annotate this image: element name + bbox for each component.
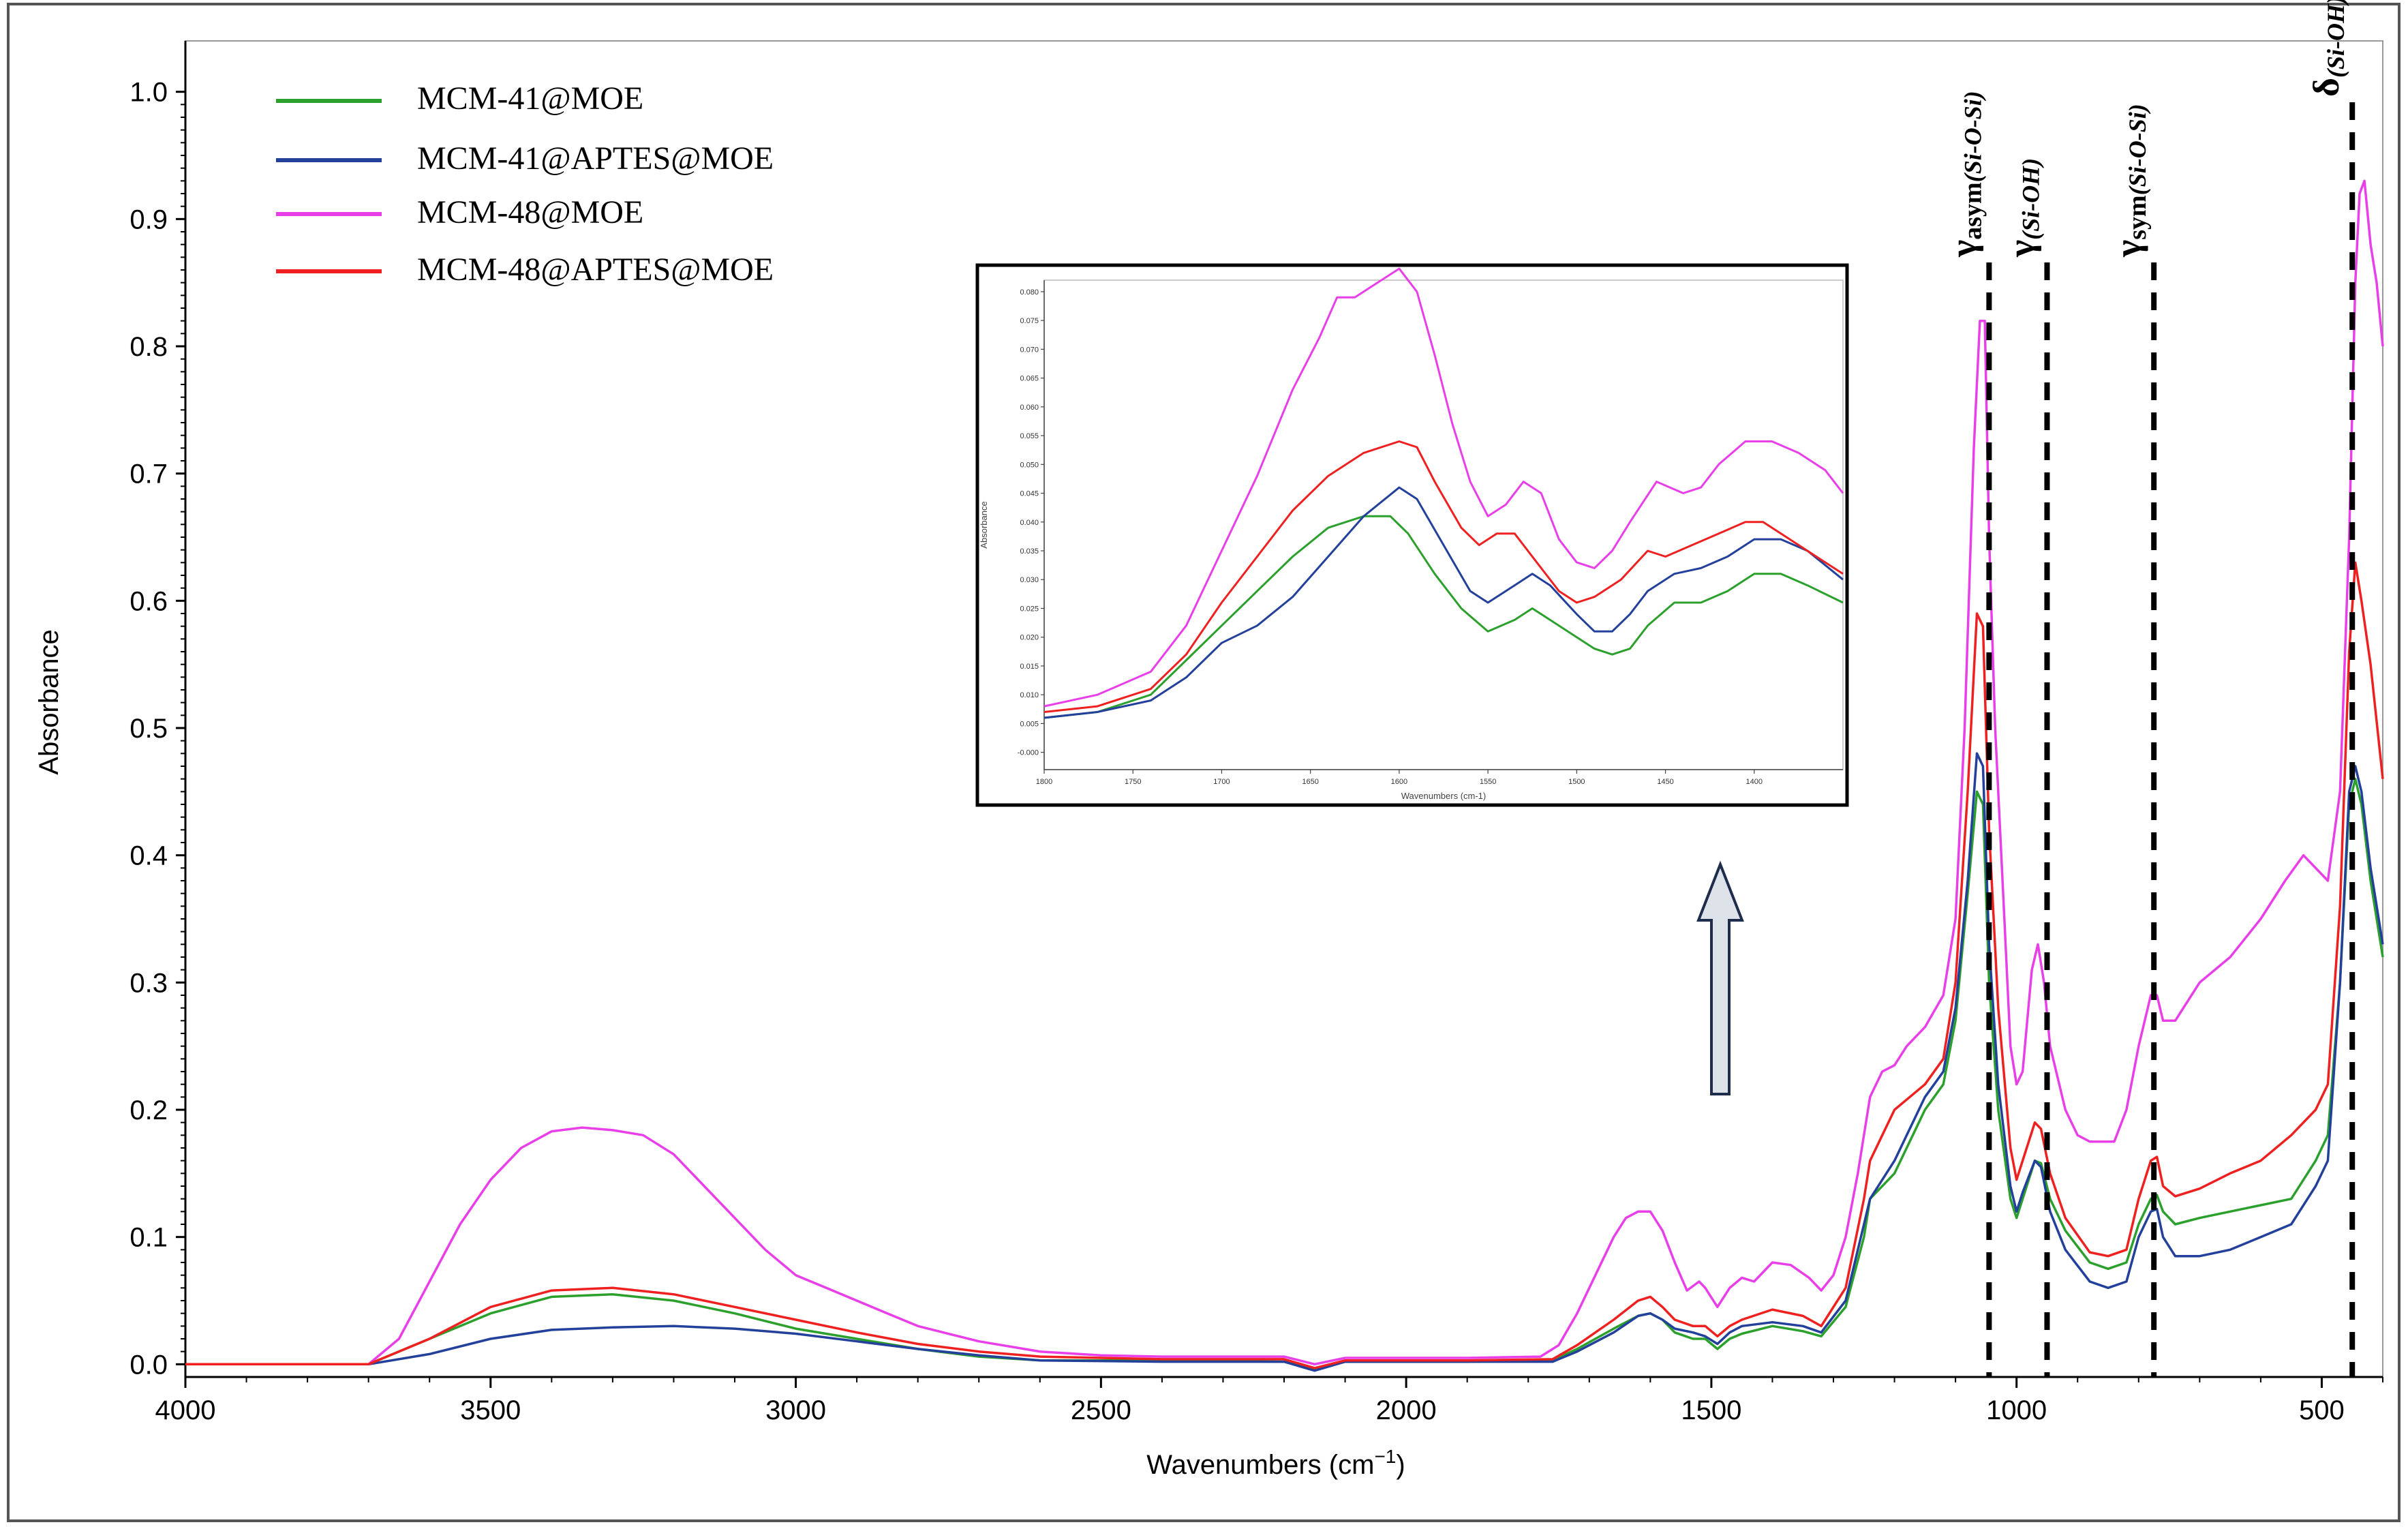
marker-subscript: sym [2123,195,2152,239]
main-series-group [185,179,2384,1372]
x-tick-label: 4000 [155,1395,216,1425]
inset-series-group [1043,267,1844,719]
marker-note: (Si-OH) [2322,0,2349,78]
legend-label-mcm48-moe: MCM-48@MOE [417,194,643,230]
legend-label-mcm41-moe: MCM-41@MOE [417,80,643,117]
inset-y-tick-label: 0.040 [1020,519,1039,527]
y-axis-label: Absorbance [34,629,64,774]
marker-label: δ(Si-OH) [2306,0,2349,97]
main-plot-area: 0.0 0.1 0.2 0.3 0.4 0.5 0.6 0.7 0.8 0.9 1.0 4000 350… [129,0,2384,1425]
inset-y-tick-label: 0.035 [1020,547,1039,556]
main-axes: 0.0 0.1 0.2 0.3 0.4 0.5 0.6 0.7 0.8 0.9 1.0 4000 350… [129,41,2383,1425]
inset-y-tick-label: 0.005 [1020,720,1039,728]
inset-x-tick-label: 1400 [1746,778,1763,786]
inset-y-tick-label: 0.055 [1020,432,1039,440]
x-tick-label: 1000 [1986,1395,2047,1425]
inset-y-tick-label: 0.060 [1020,404,1039,412]
legend: MCM-41@MOE MCM-41@APTES@MOE MCM-48@MOE M… [276,80,774,288]
inset-x-tick-label: 1600 [1391,778,1407,786]
legend-label-mcm41-aptes-moe: MCM-41@APTES@MOE [417,140,774,177]
inset-y-axis-label: Absorbance [979,501,989,548]
y-tick-label: 0.5 [129,714,168,744]
y-tick-label: 0.9 [129,205,168,234]
inset-series-line-mcm-41-aptes-moe [1043,486,1844,719]
inset-x-tick-label: 1800 [1036,778,1052,786]
inset-y-tick-label: 0.070 [1020,346,1039,354]
inset-series-line-mcm-48-aptes-moe [1043,440,1844,713]
y-tick-label: 0.3 [129,968,168,998]
x-tick-label: 3500 [460,1395,521,1425]
y-tick-label: 0.0 [129,1350,168,1380]
inset-series-line-mcm-41-moe [1043,515,1844,719]
y-tick-label: 0.6 [129,586,168,616]
series-line-mcm-48-aptes-moe [185,561,2384,1369]
zoom-arrow [1696,860,1744,1095]
inset-y-tick-label: 0.075 [1020,317,1039,325]
marker-note: (Si-O-Si) [1959,91,1986,182]
inset-x-tick-label: 1700 [1213,778,1230,786]
inset-x-tick-label: 1500 [1568,778,1585,786]
vibration-markers: γasym(Si-O-Si)γ(Si-OH)γsym(Si-O-Si)δ(Si-… [1942,0,2356,1377]
marker-label: γ(Si-OH) [2000,158,2044,258]
marker-label: γsym(Si-O-Si) [2107,104,2152,258]
marker-symbol: γ [1942,240,1983,258]
inset-x-tick-label: 1450 [1657,778,1673,786]
x-axis-label: Wavenumbers (cm−1) [1146,1446,1405,1480]
inset-plot: -0.000 0.005 0.010 0.015 0.020 0.025 0.030 0.03… [975,263,1849,807]
marker-symbol: γ [2000,240,2041,258]
inset-y-tick-label: 0.065 [1020,375,1039,383]
inset-y-tick-label: 0.015 [1020,663,1039,671]
series-line-mcm-48-moe [185,179,2384,1366]
inset-frame [975,263,1849,807]
inset-x-tick-label: 1550 [1480,778,1496,786]
inset-y-tick-label: 0.045 [1020,490,1039,498]
inset-y-tick-label: 0.025 [1020,605,1039,613]
y-tick-label: 0.1 [129,1223,168,1253]
marker-label: γasym(Si-O-Si) [1942,91,1987,258]
inset-y-tick-label: 0.030 [1020,576,1039,584]
series-line-mcm-41-aptes-moe [185,752,2384,1372]
legend-label-mcm48-aptes-moe: MCM-48@APTES@MOE [417,252,774,288]
x-tick-label: 500 [2299,1395,2345,1425]
y-tick-label: 0.8 [129,332,168,362]
inset-y-tick-label: 0.080 [1020,288,1039,297]
marker-note: (Si-O-Si) [2124,104,2151,195]
inset-y-tick-label: 0.010 [1020,691,1039,699]
x-tick-label: 2500 [1071,1395,1131,1425]
inset-y-tick-label: 0.020 [1020,634,1039,642]
x-tick-label: 2000 [1376,1395,1437,1425]
inset-axes: -0.000 0.005 0.010 0.015 0.020 0.025 0.030 0.03… [1018,280,1843,786]
y-tick-label: 0.4 [129,841,168,871]
marker-symbol: γ [2107,240,2148,258]
y-tick-label: 0.7 [129,459,168,489]
marker-note: (Si-OH) [2017,158,2044,240]
x-tick-label: 1500 [1681,1395,1741,1425]
marker-subscript: asym [1958,182,1987,239]
marker-symbol: δ [2306,78,2347,97]
inset-y-tick-label: -0.000 [1018,749,1039,757]
inset-x-axis-label: Wavenumbers (cm-1) [1401,791,1486,801]
x-tick-label: 3000 [765,1395,826,1425]
y-tick-label: 0.2 [129,1095,168,1125]
y-tick-label: 1.0 [129,78,168,108]
inset-series-line-mcm-48-moe [1043,267,1844,708]
zoom-arrow-shape [1696,860,1744,1095]
inset-x-tick-label: 1650 [1302,778,1318,786]
inset-y-tick-label: 0.050 [1020,461,1039,469]
inset-x-tick-label: 1750 [1125,778,1141,786]
